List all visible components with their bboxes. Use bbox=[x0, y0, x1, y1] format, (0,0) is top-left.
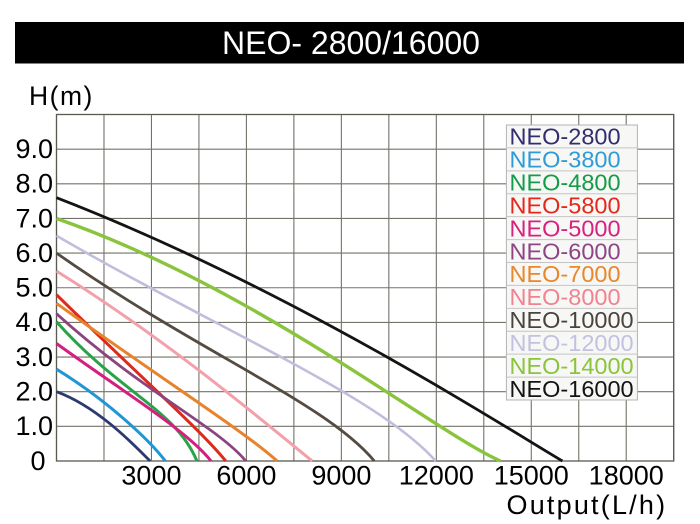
svg-text:3000: 3000 bbox=[121, 461, 181, 491]
svg-text:NEO-5000: NEO-5000 bbox=[510, 215, 621, 241]
svg-text:15000: 15000 bbox=[494, 461, 569, 491]
svg-text:7.0: 7.0 bbox=[15, 203, 53, 233]
svg-text:9000: 9000 bbox=[311, 461, 371, 491]
svg-text:NEO-8000: NEO-8000 bbox=[510, 284, 621, 310]
svg-text:0: 0 bbox=[30, 446, 45, 476]
svg-text:5.0: 5.0 bbox=[15, 273, 53, 303]
svg-text:NEO-2800: NEO-2800 bbox=[510, 124, 621, 150]
svg-text:NEO-6000: NEO-6000 bbox=[510, 238, 621, 264]
svg-text:NEO-4800: NEO-4800 bbox=[510, 170, 621, 196]
svg-text:H(m): H(m) bbox=[29, 81, 94, 111]
svg-text:18000: 18000 bbox=[589, 461, 664, 491]
svg-text:6000: 6000 bbox=[216, 461, 276, 491]
svg-text:2.0: 2.0 bbox=[15, 377, 53, 407]
svg-text:NEO-12000: NEO-12000 bbox=[510, 330, 634, 356]
svg-text:4.0: 4.0 bbox=[15, 307, 53, 337]
svg-text:NEO-16000: NEO-16000 bbox=[510, 376, 634, 402]
svg-text:NEO- 2800/16000: NEO- 2800/16000 bbox=[222, 25, 480, 61]
svg-text:3.0: 3.0 bbox=[15, 342, 53, 372]
svg-text:1.0: 1.0 bbox=[15, 411, 53, 441]
svg-text:Output(L/h): Output(L/h) bbox=[507, 490, 668, 520]
svg-text:NEO-14000: NEO-14000 bbox=[510, 353, 634, 379]
svg-text:NEO-10000: NEO-10000 bbox=[510, 307, 634, 333]
svg-text:12000: 12000 bbox=[399, 461, 474, 491]
svg-text:NEO-3800: NEO-3800 bbox=[510, 147, 621, 173]
svg-text:NEO-5800: NEO-5800 bbox=[510, 192, 621, 218]
svg-text:9.0: 9.0 bbox=[15, 134, 53, 164]
svg-text:NEO-7000: NEO-7000 bbox=[510, 261, 621, 287]
svg-text:8.0: 8.0 bbox=[15, 169, 53, 199]
svg-text:6.0: 6.0 bbox=[15, 238, 53, 268]
